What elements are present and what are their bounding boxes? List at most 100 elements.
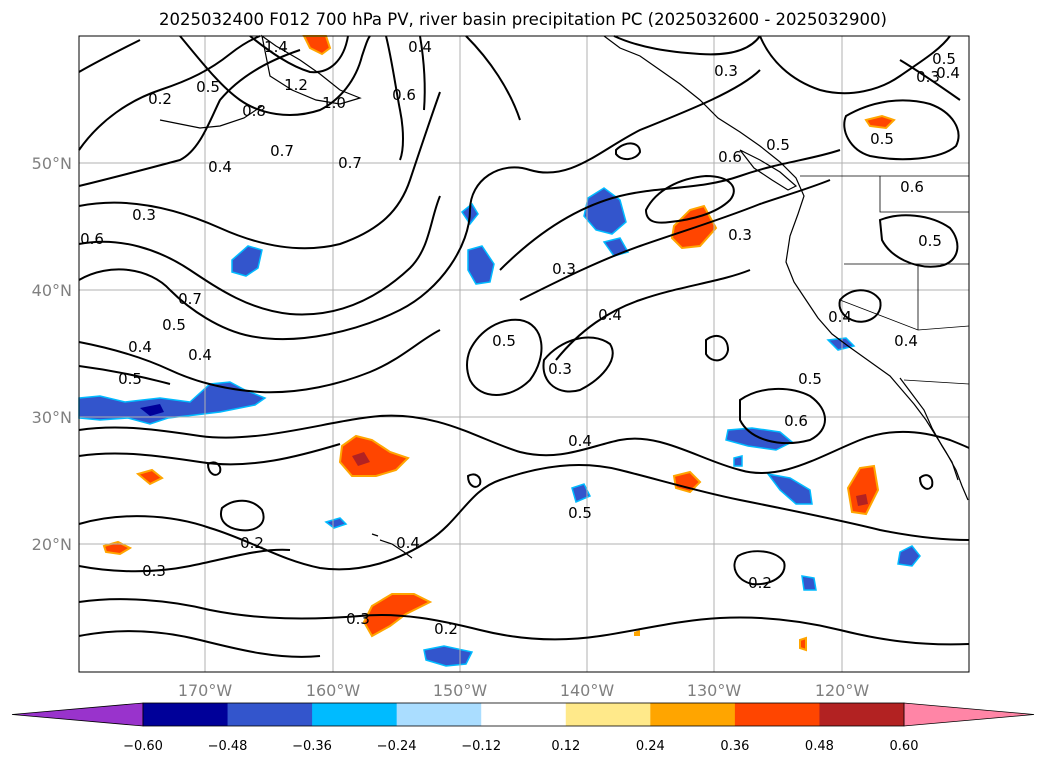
contour-label: 1.4 xyxy=(264,38,288,56)
pv-contour xyxy=(78,443,341,466)
pv-contour xyxy=(78,39,141,73)
alaska-coastline xyxy=(261,34,362,105)
baja-coastline xyxy=(899,377,959,481)
contour-label: 0.4 xyxy=(598,306,622,324)
pv-contour xyxy=(555,269,751,361)
pv-contour xyxy=(838,289,882,323)
lat-tick-label: 30°N xyxy=(32,408,72,427)
map-panel: 1.4 0.4 1.2 0.8 1.0 0.6 0.5 0.2 0.7 0.4 … xyxy=(78,34,970,673)
lat-tick-label: 20°N xyxy=(32,535,72,554)
contour-label: 0.3 xyxy=(552,260,576,278)
pv-contour xyxy=(519,179,831,301)
colorbar-ticks: −0.60 −0.48 −0.36 −0.24 −0.12 0.12 0.24 … xyxy=(123,739,918,754)
precip-negative-patch xyxy=(602,237,630,257)
contour-label: 0.3 xyxy=(728,226,752,244)
contour-label: 1.0 xyxy=(322,94,346,112)
pv-contour xyxy=(644,174,735,224)
pv-contour xyxy=(419,35,426,111)
pv-contour xyxy=(466,473,482,488)
pv-contour xyxy=(78,548,291,573)
colorbar-segment xyxy=(396,703,482,726)
contour-label: 0.6 xyxy=(392,86,416,104)
contour-label: 0.5 xyxy=(766,136,790,154)
precip-negative-patch xyxy=(826,337,856,351)
lon-tick-label: 160°W xyxy=(306,681,361,700)
contour-label: 0.4 xyxy=(128,338,152,356)
contour-label: 0.5 xyxy=(870,130,894,148)
pv-contour xyxy=(499,149,841,271)
pv-contour xyxy=(466,318,543,396)
pv-contour xyxy=(78,91,441,250)
colorbar-tick-label: 0.24 xyxy=(636,739,665,754)
precip-negative-patch xyxy=(467,245,495,285)
contour-label: 0.3 xyxy=(142,562,166,580)
precip-negative-patch xyxy=(766,472,813,505)
pv-contour xyxy=(78,195,441,316)
pv-contour xyxy=(705,334,730,362)
colorbar-segment xyxy=(565,703,651,726)
contour-label: 0.5 xyxy=(918,232,942,250)
contour-label: 0.3 xyxy=(346,610,370,628)
contour-label: 1.2 xyxy=(284,76,308,94)
pv-contour xyxy=(206,461,222,476)
contour-label: 0.5 xyxy=(162,316,186,334)
precip-negative-patch xyxy=(324,517,348,529)
latitude-ticks: 50°N 40°N 30°N 20°N xyxy=(32,154,72,554)
colorbar-segment xyxy=(819,703,905,726)
pv-contour xyxy=(220,499,265,532)
precip-negative-patch xyxy=(140,404,164,416)
contour-label: 0.3 xyxy=(548,360,572,378)
colorbar-tick-label: −0.24 xyxy=(377,739,417,754)
map-frame xyxy=(78,35,970,673)
precip-negative-patch xyxy=(571,483,592,504)
precip-negative-patch xyxy=(725,427,794,451)
precip-positive-patch xyxy=(846,464,880,516)
pv-contour xyxy=(465,35,521,121)
colorbar-outline xyxy=(142,702,905,727)
colorbar-tick-label: 0.36 xyxy=(720,739,749,754)
colorbar-tick-label: −0.60 xyxy=(123,739,163,754)
precip-positive-patch xyxy=(672,470,702,494)
contour-label: 0.4 xyxy=(396,534,420,552)
contour-label: 0.5 xyxy=(798,370,822,388)
colorbar-segment xyxy=(650,703,736,726)
colorbar-tick-label: 0.48 xyxy=(805,739,834,754)
state-borders xyxy=(839,176,970,385)
pv-contour xyxy=(249,35,349,74)
contour-label: 0.4 xyxy=(208,158,232,176)
contour-label: 0.7 xyxy=(270,142,294,160)
pv-contour xyxy=(542,336,614,393)
contour-label: 0.4 xyxy=(188,346,212,364)
precip-positive-patch xyxy=(352,452,370,466)
coastlines xyxy=(159,34,970,559)
precip-negative-patch xyxy=(801,575,817,591)
colorbar-segment xyxy=(481,703,567,726)
contour-label: 0.6 xyxy=(718,148,742,166)
pv-contour xyxy=(78,365,171,385)
colorbar-segment xyxy=(227,703,313,726)
gridlines xyxy=(79,36,969,672)
lat-tick-label: 40°N xyxy=(32,281,72,300)
contour-labels: 1.4 0.4 1.2 0.8 1.0 0.6 0.5 0.2 0.7 0.4 … xyxy=(80,38,960,638)
pv-contour xyxy=(615,142,642,160)
precip-positive-patch xyxy=(102,540,133,556)
contour-label: 0.2 xyxy=(748,574,772,592)
colorbar-segment xyxy=(312,703,398,726)
figure-title: 2025032400 F012 700 hPa PV, river basin … xyxy=(159,10,887,29)
precip-positive-patch xyxy=(856,494,868,506)
pv-contour xyxy=(78,598,970,646)
colorbar-tick-label: 0.12 xyxy=(551,739,580,754)
contour-label: 0.3 xyxy=(916,68,940,86)
contour-label: 0.5 xyxy=(568,504,592,522)
contour-label: 0.3 xyxy=(132,206,156,224)
lon-tick-label: 170°W xyxy=(178,681,233,700)
lon-tick-label: 150°W xyxy=(433,681,488,700)
precip-positive-patch xyxy=(338,434,410,477)
precip-negative-patch xyxy=(733,455,743,467)
precip-positive-patch xyxy=(799,636,807,652)
pv-contour xyxy=(385,35,404,161)
colorbar-tick-label: −0.36 xyxy=(292,739,332,754)
contour-label: 0.4 xyxy=(568,432,592,450)
contour-label: 0.5 xyxy=(118,370,142,388)
